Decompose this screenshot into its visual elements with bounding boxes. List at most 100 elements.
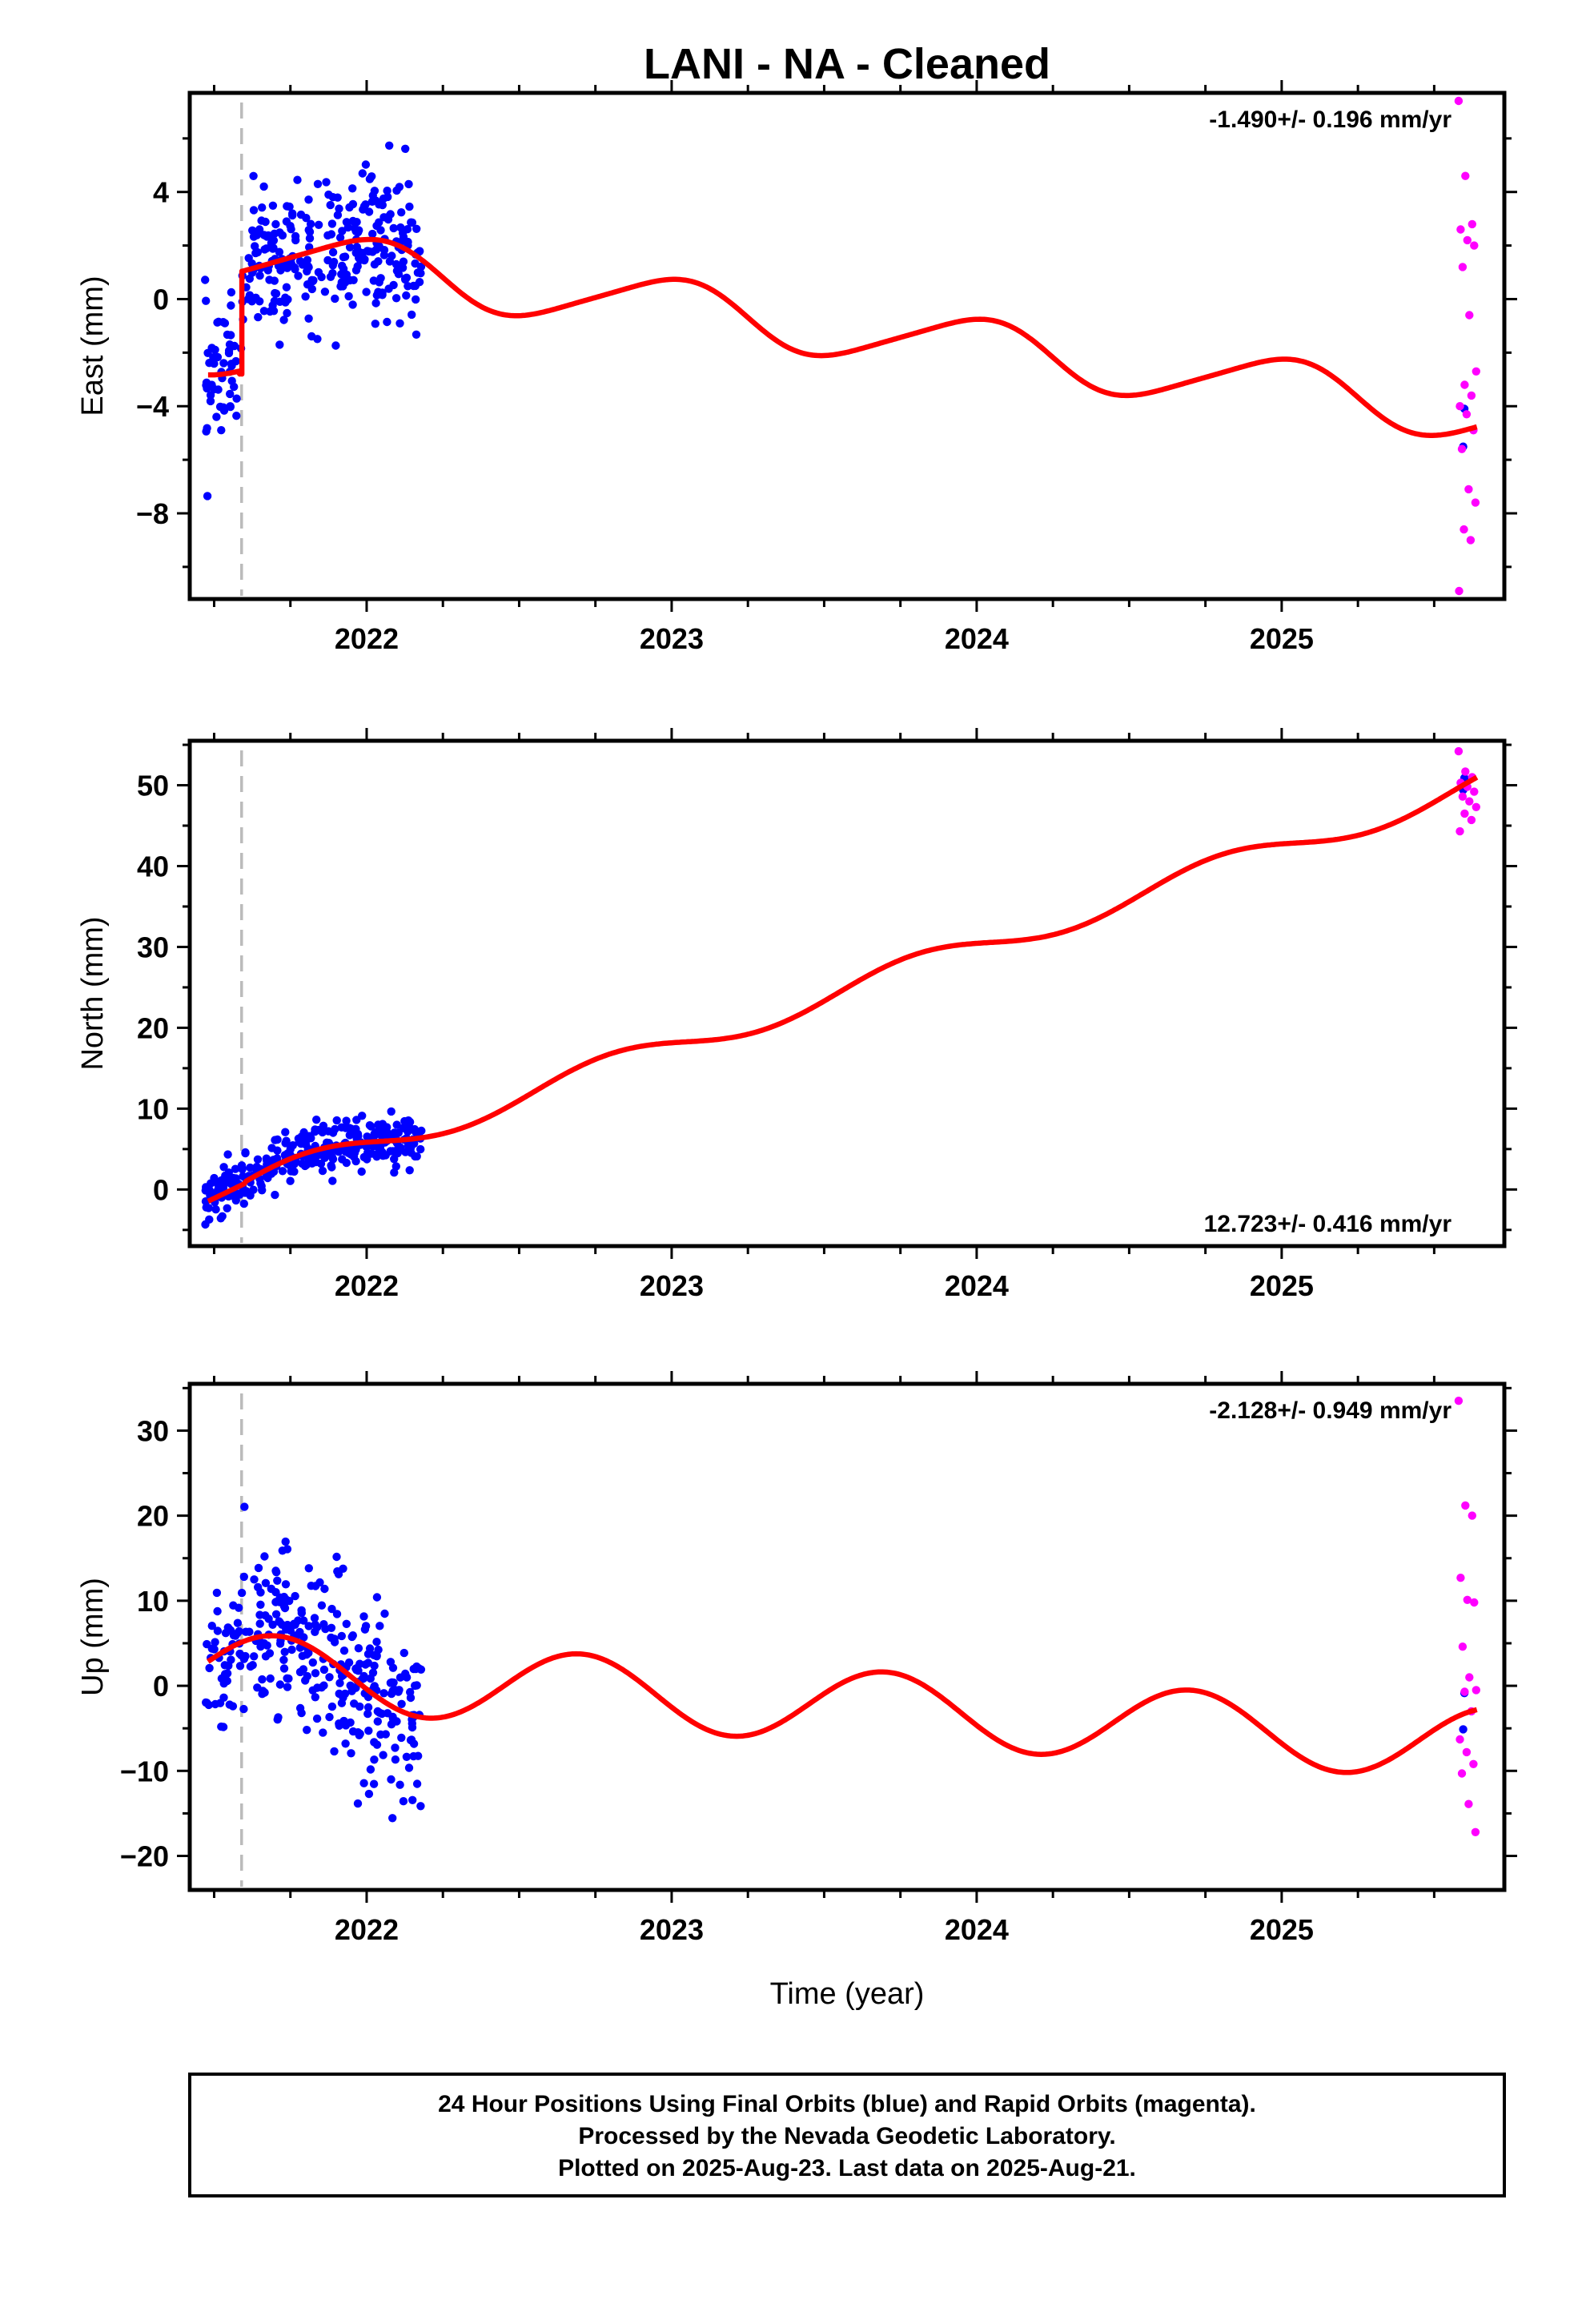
rapid-orbit-point [1457,1769,1467,1778]
final-orbit-point [391,1743,400,1752]
final-orbit-point [371,1130,380,1139]
final-orbit-point [333,211,343,219]
final-orbit-point [265,275,274,284]
y-tick-label: 50 [137,770,169,802]
final-orbit-point [350,1699,359,1708]
final-orbit-point [307,1582,315,1590]
final-orbit-point [266,1674,275,1683]
final-orbit-point [227,1655,235,1664]
final-orbit-point [367,1122,375,1131]
final-orbit-point [279,1655,288,1664]
final-orbit-point [327,219,337,228]
final-orbit-point [236,1188,245,1198]
final-orbit-point [209,353,218,362]
final-orbit-point [313,1683,322,1692]
final-orbit-point [399,257,408,266]
final-orbit-point [372,1740,382,1749]
final-orbit-point [390,1155,399,1164]
final-orbit-point [408,310,416,320]
plot-frame [187,90,1507,601]
final-orbit-point [404,1141,413,1150]
final-orbit-point [348,1727,358,1736]
final-orbit-point [337,1123,346,1132]
x-tick-label: 2024 [945,622,1009,655]
final-orbit-point [365,1644,375,1653]
final-orbit-point [352,1116,361,1124]
final-orbit-point [380,1609,389,1618]
final-orbit-point [328,1176,337,1185]
rapid-orbit-point [1454,746,1464,756]
final-orbit-point [314,220,323,229]
final-orbit-point [363,1709,372,1719]
final-orbit-point [404,282,412,291]
final-orbit-point [359,1612,368,1621]
final-orbit-point [274,1713,283,1722]
final-orbit-point [228,1702,238,1711]
final-orbit-point [291,235,300,245]
final-orbit-point [224,346,234,356]
final-orbit-point [315,1578,324,1587]
final-orbit-point [313,179,323,188]
rapid-orbit-point [1465,311,1474,320]
final-orbit-point [253,1155,263,1164]
final-orbit-point [295,1703,305,1713]
rapid-orbit-point [1464,485,1473,494]
final-orbit-point [346,1681,355,1690]
y-tick-label: 4 [153,176,169,209]
final-orbit-point [275,1618,284,1626]
rapid-orbit-point [1458,792,1468,801]
final-orbit-point [359,255,369,265]
final-orbit-point [299,1665,308,1674]
final-orbit-point [212,412,221,421]
final-orbit-point [397,1733,406,1743]
final-orbit-point [256,1588,265,1597]
final-orbit-point [328,1128,338,1137]
final-orbit-point [353,1799,363,1808]
final-orbit-point [339,1716,348,1726]
final-orbit-point [364,1727,373,1735]
final-orbit-point [280,1647,289,1656]
final-orbit-point [265,1649,275,1658]
final-orbit-point [279,316,288,324]
rapid-orbit-point [1456,1574,1465,1582]
final-orbit-point [359,1152,368,1162]
final-orbit-point [223,1676,231,1686]
east-panel: 2022 2023 2024 2025 4 0 −4 −8 East (mm) -1.490+/-… [76,80,1517,655]
rapid-orbit-point [1463,1595,1472,1605]
final-orbit-point [275,340,284,349]
final-orbit-point [366,1765,375,1774]
final-orbit-point [271,219,280,229]
final-orbit-point [288,211,297,220]
x-axis-label: Time (year) [770,1977,925,2011]
final-orbit-point [203,424,211,432]
y-tick-label: −10 [120,1755,169,1787]
x-tick-label: 2025 [1250,1913,1314,1946]
final-orbit-point [248,1661,257,1670]
final-orbit-point [317,1601,327,1610]
final-orbit-point [309,275,318,285]
final-orbit-point [305,227,315,236]
final-orbit-point [227,301,235,310]
final-orbit-point [258,1186,267,1195]
final-orbit-point [202,296,211,305]
plot-frame [187,1381,1507,1892]
final-orbit-point [409,1739,419,1748]
final-orbit-point [370,1755,379,1764]
rapid-orbit-point [1460,525,1468,534]
final-orbit-point [325,1712,334,1722]
final-orbit-point [270,229,279,238]
final-orbit-point [206,396,215,406]
final-orbit-point [359,205,367,214]
rapid-orbit-point [1472,1686,1481,1695]
final-orbit-point [335,204,343,213]
final-orbit-point [384,284,393,293]
final-orbit-point [326,200,335,210]
final-orbit-point [313,335,322,344]
final-orbit-point [311,1693,319,1702]
final-orbit-point [249,171,258,180]
final-orbit-point [287,1645,296,1655]
rapid-orbit-point [1463,235,1472,245]
final-orbit-point [397,208,406,217]
final-orbit-point [388,1663,398,1672]
final-orbit-point [332,1552,341,1562]
